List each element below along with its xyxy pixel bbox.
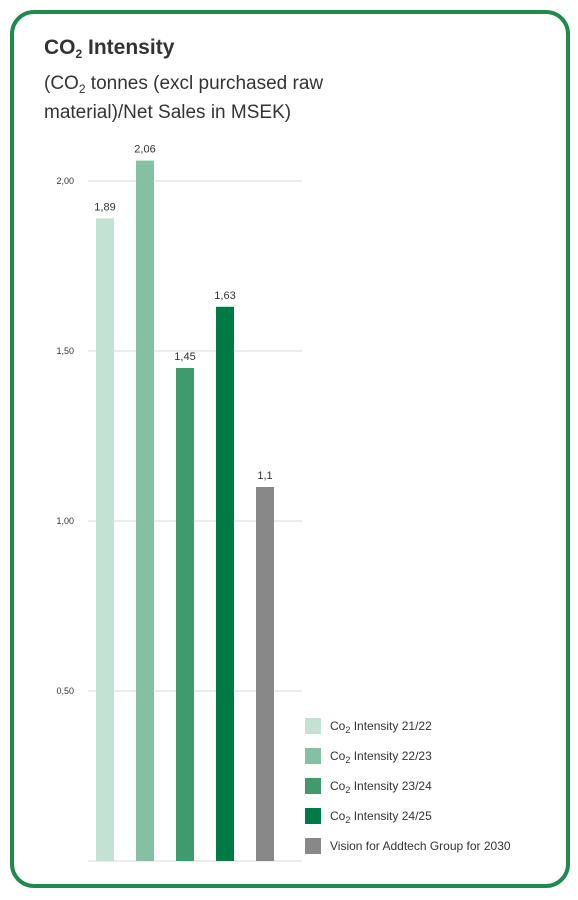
legend-item: Co2 Intensity 21/22	[305, 711, 511, 741]
bar-value-label: 2,06	[134, 144, 155, 156]
bar-value-label: 1,63	[214, 290, 235, 302]
bar-value-label: 1,89	[94, 201, 115, 213]
bar-value-label: 1,45	[174, 351, 195, 363]
y-tick-label: 2,00	[56, 176, 74, 186]
legend-label: Vision for Addtech Group for 2030	[330, 839, 511, 853]
bar	[176, 368, 194, 861]
y-tick-label: 1,50	[56, 346, 74, 356]
legend-item: Co2 Intensity 22/23	[305, 741, 511, 771]
bar	[216, 306, 234, 861]
chart-legend: Co2 Intensity 21/22 Co2 Intensity 22/23 …	[305, 711, 511, 861]
bar	[96, 218, 114, 861]
legend-swatch	[305, 808, 321, 824]
y-tick-label: 1,00	[56, 516, 74, 526]
bar	[136, 160, 154, 862]
legend-label: Co2 Intensity 21/22	[330, 719, 432, 735]
y-tick-label: 0,50	[56, 686, 74, 696]
bar-value-label: 1,1	[257, 470, 272, 482]
legend-label: Co2 Intensity 22/23	[330, 749, 432, 765]
legend-item: Co2 Intensity 23/24	[305, 771, 511, 801]
legend-swatch	[305, 838, 321, 854]
legend-swatch	[305, 718, 321, 734]
chart-subtitle: (CO2 tonnes (excl purchased raw material…	[44, 73, 324, 123]
legend-item: Co2 Intensity 24/25	[305, 801, 511, 831]
bar	[256, 487, 274, 861]
legend-label: Co2 Intensity 24/25	[330, 809, 432, 825]
chart-title: CO2 Intensity	[44, 36, 175, 61]
legend-item: Vision for Addtech Group for 2030	[305, 831, 511, 861]
legend-label: Co2 Intensity 23/24	[330, 779, 432, 795]
legend-swatch	[305, 748, 321, 764]
legend-swatch	[305, 778, 321, 794]
